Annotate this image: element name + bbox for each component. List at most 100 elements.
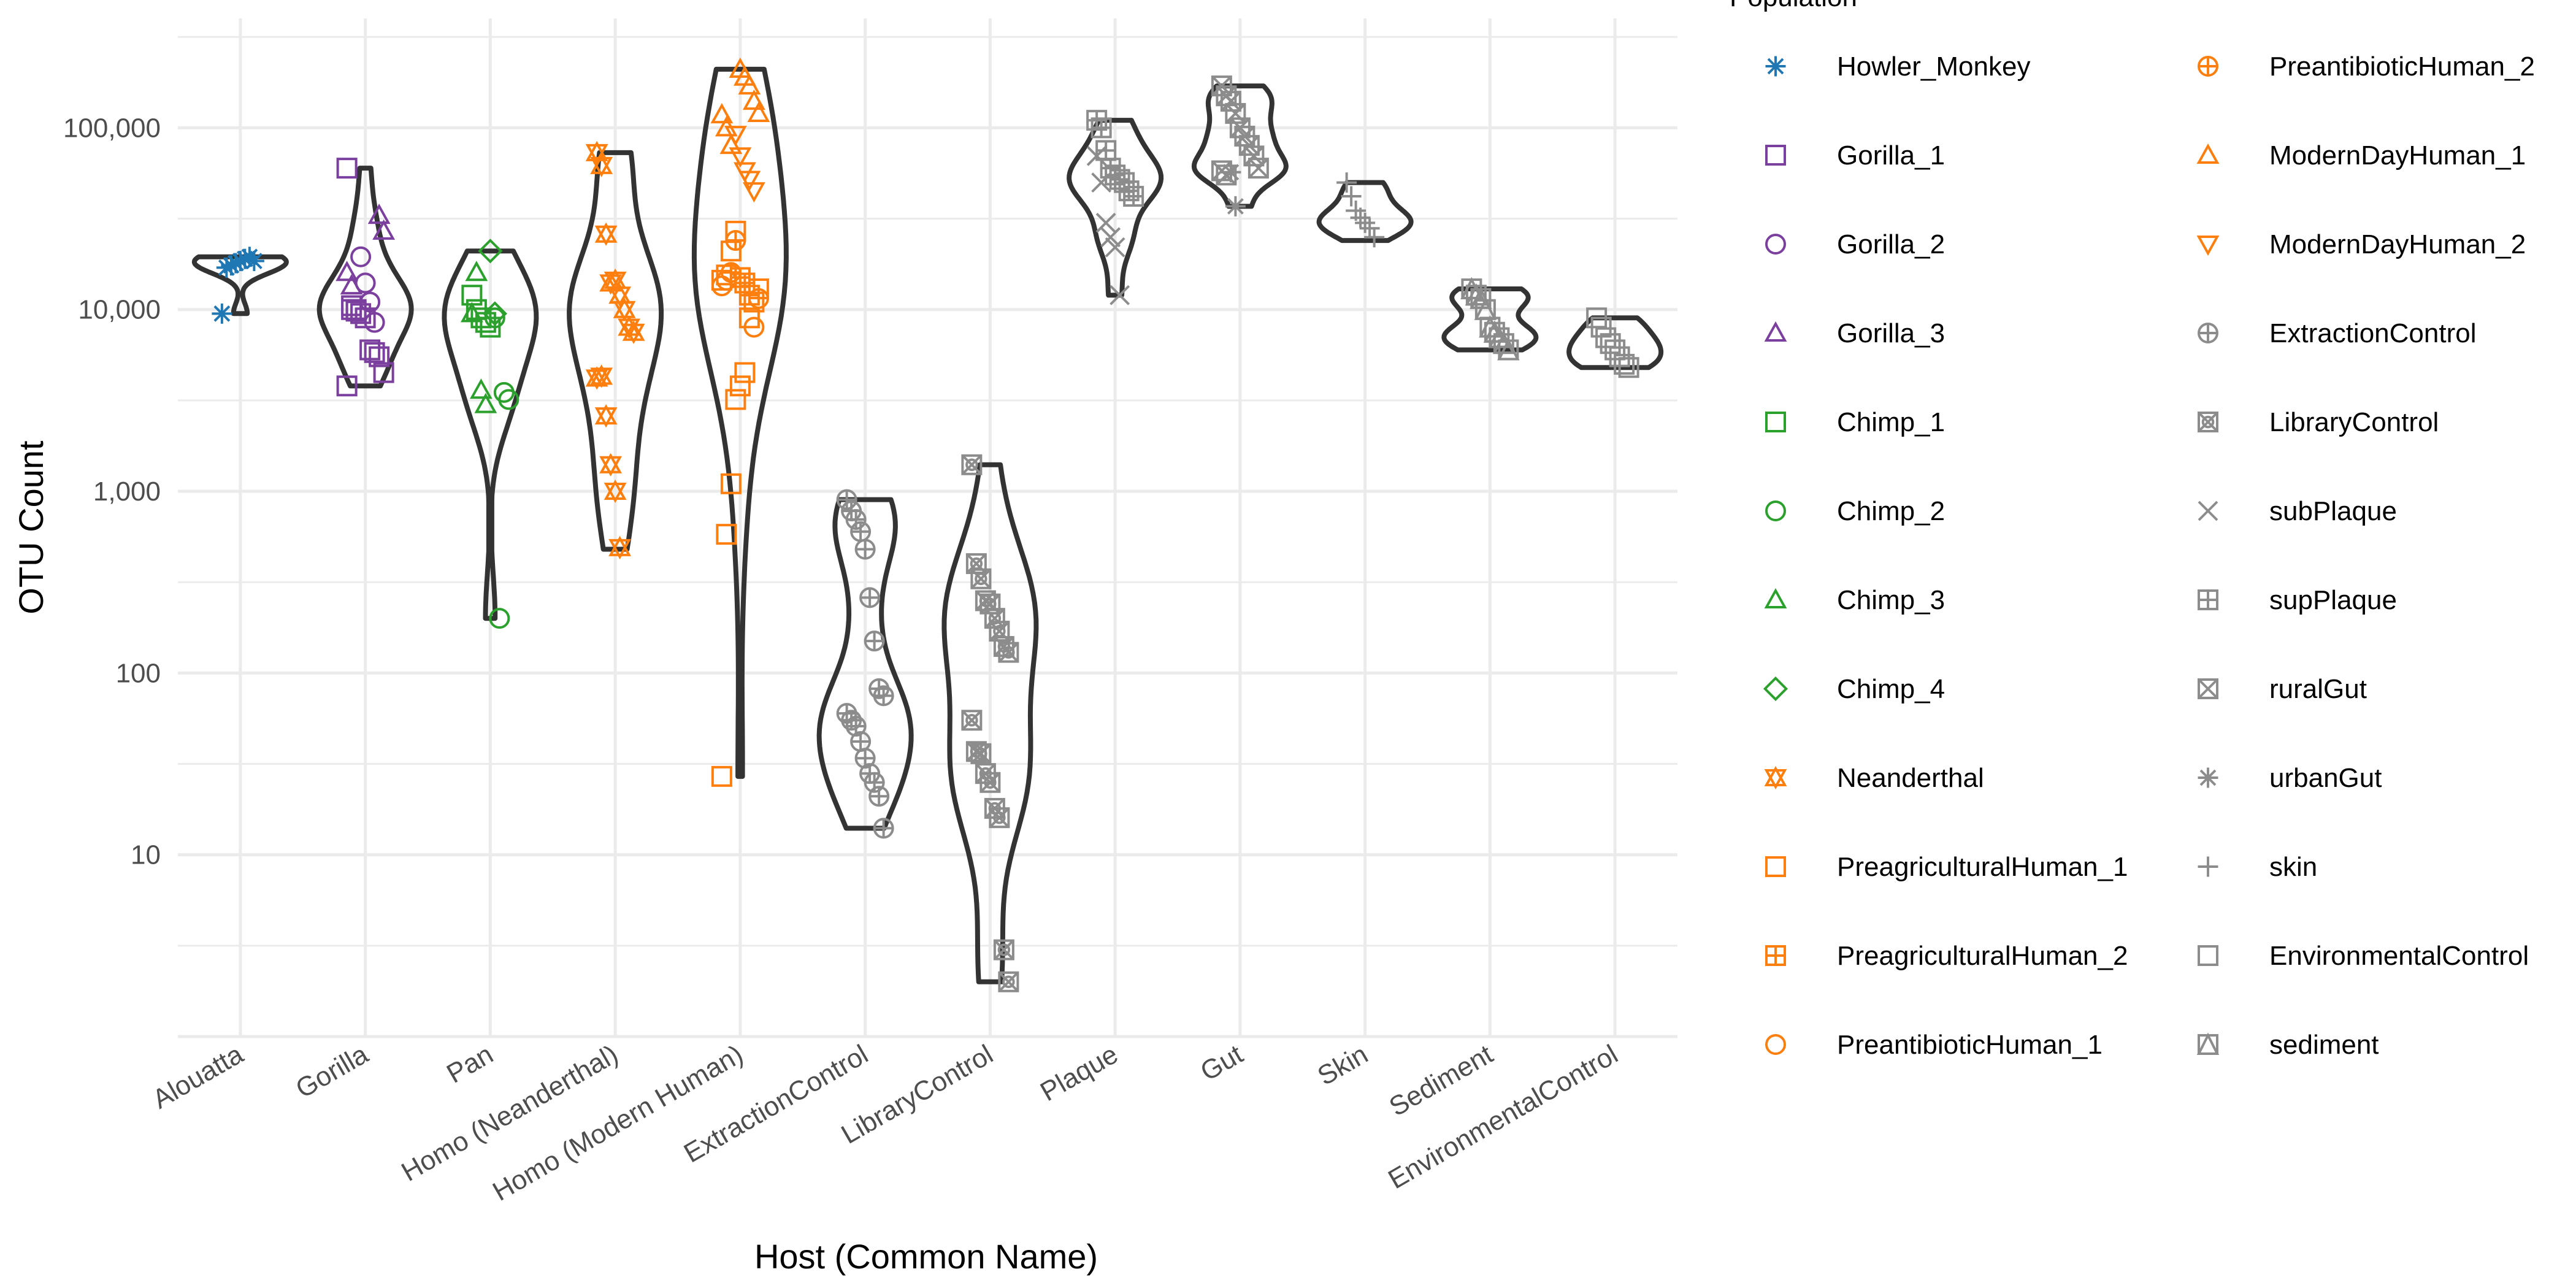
data-point — [1225, 196, 1246, 217]
data-point — [372, 219, 396, 240]
legend-key — [2198, 323, 2218, 343]
legend-label: ModernDayHuman_1 — [2269, 140, 2526, 171]
y-tick-label: 100 — [116, 658, 161, 688]
y-tick-label: 1,000 — [93, 477, 161, 507]
legend-key — [2198, 945, 2218, 966]
data-point — [873, 818, 894, 839]
violin-2 — [442, 248, 539, 621]
x-tick-label: Sediment — [1384, 1039, 1498, 1122]
data-point — [369, 346, 390, 367]
legend-label: Gorilla_1 — [1837, 140, 1945, 171]
violin-1 — [316, 166, 414, 389]
legend-key — [1765, 500, 1786, 521]
violin-8 — [1191, 83, 1289, 209]
data-point — [729, 375, 751, 397]
legend-label: EnvironmentalControl — [2269, 941, 2529, 971]
data-point — [1364, 227, 1385, 248]
data-point — [613, 297, 636, 321]
y-axis-ticks: 10 100 1,000 10,000 100,000 — [63, 113, 161, 870]
data-point — [1341, 186, 1362, 207]
data-point — [748, 288, 769, 309]
violin-10 — [1441, 286, 1539, 353]
legend-key — [2198, 412, 2218, 432]
data-point — [725, 389, 746, 410]
data-point — [742, 89, 765, 110]
legend-key — [1765, 145, 1786, 166]
data-point — [243, 251, 264, 272]
x-axis-title: Host (Common Name) — [754, 1237, 1098, 1276]
data-point — [1100, 227, 1121, 248]
data-point — [1123, 186, 1144, 207]
data-point — [469, 378, 493, 399]
data-point — [1091, 172, 1112, 193]
data-point — [364, 312, 385, 333]
data-point — [1086, 145, 1107, 166]
data-point — [364, 342, 385, 363]
data-point — [482, 301, 507, 326]
data-point — [720, 262, 742, 283]
violin-3 — [567, 150, 664, 552]
data-point — [970, 743, 992, 764]
legend-label: Chimp_1 — [1837, 407, 1945, 437]
violin-layer — [191, 66, 1664, 984]
x-tick-label: Gut — [1195, 1039, 1248, 1087]
data-point — [998, 971, 1019, 992]
data-point — [367, 203, 391, 224]
data-point — [599, 271, 623, 295]
data-point — [979, 593, 1001, 615]
legend-label: Chimp_3 — [1837, 585, 1945, 615]
legend-key — [2198, 767, 2218, 788]
data-point — [720, 473, 742, 494]
violin-4 — [691, 66, 789, 779]
x-tick-label: Pan — [442, 1039, 498, 1089]
legend-label: subPlaque — [2269, 496, 2397, 526]
data-point — [720, 240, 742, 262]
data-point — [1614, 353, 1635, 375]
data-point — [729, 147, 752, 168]
data-point — [998, 642, 1019, 663]
legend-label: Chimp_2 — [1837, 496, 1945, 526]
violin-6 — [941, 462, 1039, 984]
x-tick-label: EnvironmentalControl — [1383, 1039, 1623, 1195]
x-tick-label: Plaque — [1035, 1039, 1123, 1107]
data-point — [850, 521, 872, 542]
data-point — [859, 587, 881, 608]
data-point — [989, 807, 1010, 829]
legend-key — [1765, 856, 1786, 877]
data-point — [498, 389, 519, 410]
data-point — [864, 631, 885, 652]
legend-label: Gorilla_3 — [1837, 318, 1945, 348]
data-point — [710, 102, 734, 124]
legend-key — [2198, 56, 2218, 77]
data-point — [373, 362, 394, 383]
data-point — [1091, 117, 1112, 139]
legend-key — [1765, 412, 1786, 432]
data-point — [1497, 337, 1520, 361]
legend-key — [1765, 945, 1786, 966]
data-point — [724, 126, 747, 147]
data-point — [868, 786, 890, 807]
data-point — [1221, 162, 1241, 183]
data-point — [460, 302, 483, 323]
data-point — [484, 307, 505, 329]
data-point — [1618, 357, 1639, 378]
data-point — [474, 393, 497, 413]
data-point — [585, 366, 608, 390]
data-point — [1336, 172, 1357, 193]
data-point — [854, 539, 876, 560]
y-axis-title: OTU Count — [12, 440, 50, 615]
y-tick-label: 100,000 — [63, 113, 161, 143]
legend-label: Neanderthal — [1837, 763, 1984, 793]
data-point — [845, 508, 867, 530]
legend-key — [2198, 678, 2218, 699]
x-tick-label: Alouatta — [148, 1039, 249, 1114]
legend-key — [2198, 500, 2218, 521]
data-point — [1355, 212, 1376, 233]
legend-key — [1764, 765, 1787, 790]
data-point — [350, 246, 372, 267]
legend-key — [1764, 588, 1787, 608]
data-point — [336, 375, 358, 397]
data-point — [594, 404, 618, 428]
data-point — [961, 454, 983, 475]
legend-key — [2198, 856, 2218, 877]
